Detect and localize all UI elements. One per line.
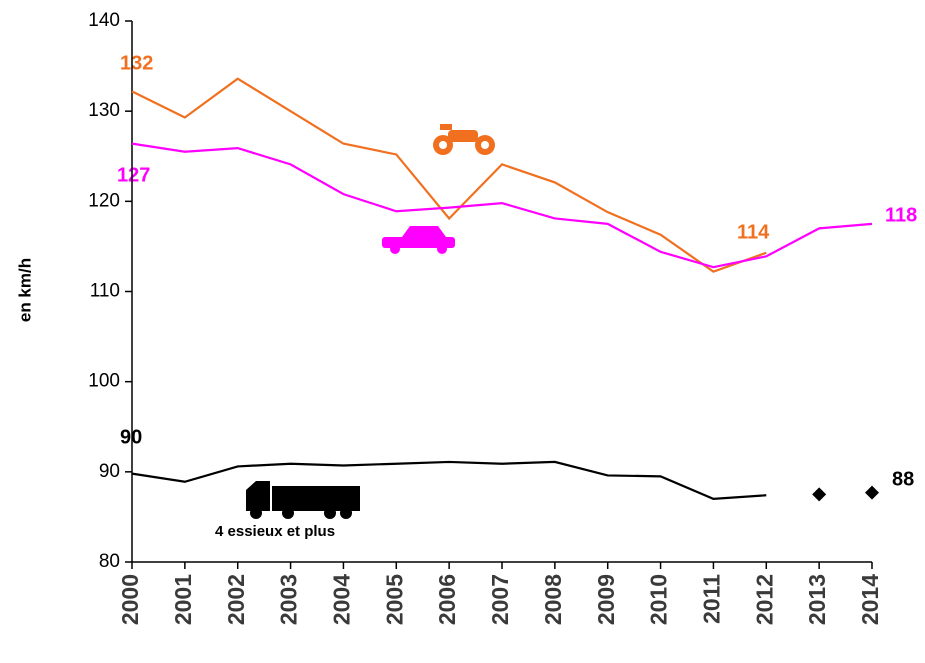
x-tick-label: 2007 bbox=[487, 574, 513, 625]
annotation: 118 bbox=[885, 204, 917, 226]
y-tick-label: 90 bbox=[99, 461, 120, 482]
x-tick-label: 2014 bbox=[857, 574, 883, 625]
moto-icon bbox=[433, 124, 495, 155]
x-tick-label: 2002 bbox=[223, 574, 249, 625]
x-tick-label: 2004 bbox=[329, 574, 355, 625]
y-tick-label: 120 bbox=[88, 190, 120, 211]
marker bbox=[865, 485, 879, 500]
x-tick-label: 2006 bbox=[434, 574, 460, 625]
annotation: 127 bbox=[117, 164, 150, 186]
x-tick-label: 2000 bbox=[117, 574, 143, 625]
x-tick-label: 2009 bbox=[593, 574, 619, 625]
x-tick-label: 2001 bbox=[170, 574, 196, 625]
line bbox=[131, 77, 767, 273]
annotation: 132 bbox=[120, 52, 153, 74]
x-tick-label: 2011 bbox=[699, 574, 725, 624]
annotation: 88 bbox=[892, 468, 914, 490]
annotation: 90 bbox=[120, 426, 142, 448]
truck-icon bbox=[246, 481, 360, 519]
y-tick-label: 140 bbox=[88, 10, 120, 31]
annotation: 114 bbox=[737, 221, 770, 243]
x-tick-label: 2005 bbox=[381, 574, 407, 625]
y-tick-label: 80 bbox=[99, 551, 120, 572]
x-tick-label: 2010 bbox=[646, 574, 672, 625]
x-tick-label: 2003 bbox=[276, 574, 302, 625]
x-tick-label: 2008 bbox=[540, 574, 566, 625]
marker bbox=[812, 487, 827, 502]
car-icon bbox=[382, 226, 455, 254]
x-tick-label: 2012 bbox=[751, 574, 777, 625]
y-tick-label: 100 bbox=[88, 371, 120, 392]
y-axis-label: en km/h bbox=[15, 258, 34, 322]
annotation: 4 essieux et plus bbox=[215, 523, 335, 540]
y-tick-label: 110 bbox=[90, 281, 120, 302]
y-tick-label: 130 bbox=[88, 100, 120, 121]
line bbox=[131, 460, 767, 500]
line bbox=[131, 142, 873, 269]
x-tick-label: 2013 bbox=[804, 574, 830, 625]
